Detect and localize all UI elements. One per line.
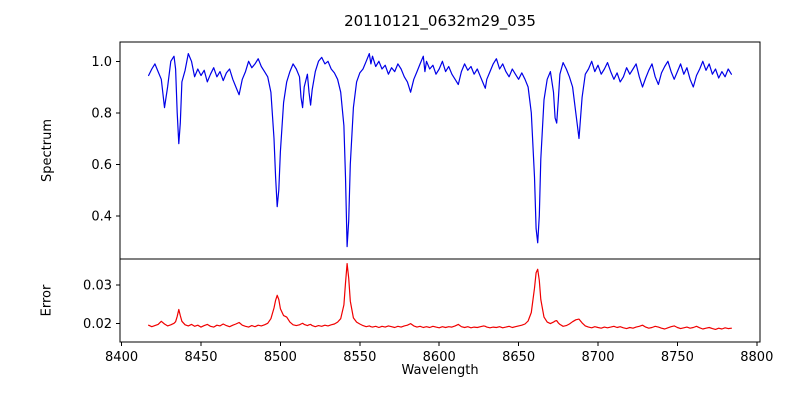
y-tick-label: 1.0 [91, 55, 112, 70]
error-line [148, 263, 733, 330]
x-tick-label: 8600 [423, 350, 456, 365]
y-tick-label: 0.02 [83, 317, 112, 332]
x-tick-label: 8800 [740, 350, 773, 365]
y-tick-label: 0.8 [91, 106, 112, 121]
chart-title: 20110121_0632m29_035 [344, 12, 536, 30]
y-tick-label: 0.6 [91, 158, 112, 173]
x-tick-label: 8650 [502, 350, 535, 365]
x-axis-label: Wavelength [401, 363, 479, 378]
y-tick-label: 0.03 [83, 279, 112, 294]
x-tick-label: 8450 [184, 350, 217, 365]
x-tick-label: 8750 [661, 350, 694, 365]
axes-frame [119, 258, 761, 343]
y-tick-label: 0.4 [91, 209, 112, 224]
x-tick-label: 8400 [105, 350, 138, 365]
spectrum-line [148, 52, 733, 248]
x-tick-label: 8500 [264, 350, 297, 365]
x-tick-label: 8700 [581, 350, 614, 365]
x-tick-label: 8550 [343, 350, 376, 365]
